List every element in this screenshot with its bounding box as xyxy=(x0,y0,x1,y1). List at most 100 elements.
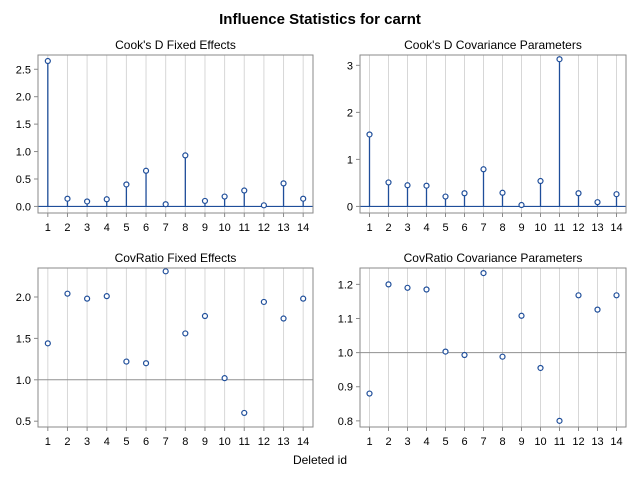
data-point xyxy=(142,360,150,367)
y-tick-label: 0 xyxy=(347,201,353,213)
data-point xyxy=(123,181,130,188)
x-tick-label: 13 xyxy=(591,436,603,448)
x-tick-label: 7 xyxy=(480,436,486,448)
data-point xyxy=(280,180,287,187)
panel-title: CovRatio Covariance Parameters xyxy=(404,251,583,265)
main-title: Influence Statistics for carnt xyxy=(219,11,421,28)
data-point xyxy=(182,330,189,337)
x-tick-label: 6 xyxy=(461,436,467,448)
data-point xyxy=(613,191,620,198)
x-tick-label: 7 xyxy=(480,222,486,234)
data-point xyxy=(241,187,248,194)
data-point xyxy=(385,281,392,288)
x-tick-label: 14 xyxy=(610,222,622,234)
panel-4: CovRatio Covariance Parameters 0.8 0.9 1.0 1… xyxy=(338,251,627,448)
x-tick-label: 8 xyxy=(182,222,188,234)
y-tick-label: 2.5 xyxy=(16,64,31,76)
x-tick-label: 2 xyxy=(385,222,391,234)
data-point xyxy=(221,375,228,382)
x-tick-label: 4 xyxy=(104,436,110,448)
y-tick-label: 2 xyxy=(347,107,353,119)
x-tick-label: 12 xyxy=(258,222,270,234)
data-point xyxy=(103,293,110,300)
x-tick-label: 5 xyxy=(123,222,129,234)
data-point xyxy=(103,196,110,203)
x-tick-label: 8 xyxy=(182,436,188,448)
x-tick-label: 11 xyxy=(239,222,250,234)
data-point xyxy=(518,201,525,209)
x-tick-label: 4 xyxy=(104,222,110,234)
data-point xyxy=(613,292,620,299)
y-tick-label: 0.5 xyxy=(16,174,31,186)
y-tick-label: 1.5 xyxy=(16,333,31,345)
data-point xyxy=(300,195,307,202)
data-point xyxy=(84,295,91,302)
x-tick-label: 2 xyxy=(64,436,70,448)
x-tick-label: 6 xyxy=(461,222,467,234)
x-tick-label: 11 xyxy=(554,222,565,234)
data-point xyxy=(537,364,544,372)
x-tick-label: 10 xyxy=(218,436,230,448)
x-tick-label: 4 xyxy=(423,222,429,234)
plot-frame xyxy=(37,54,314,214)
data-point xyxy=(201,197,209,205)
data-point xyxy=(260,298,267,306)
x-tick-label: 5 xyxy=(123,436,129,448)
data-point xyxy=(423,182,430,189)
x-tick-label: 8 xyxy=(499,436,505,448)
x-tick-label: 11 xyxy=(239,436,250,448)
x-tick-label: 6 xyxy=(143,222,149,234)
x-tick-label: 3 xyxy=(84,436,90,448)
y-tick-label: 2.0 xyxy=(16,92,31,104)
plot-frame xyxy=(37,267,314,428)
plot-frame xyxy=(359,54,627,214)
y-tick-label: 0.9 xyxy=(338,382,353,394)
x-tick-label: 12 xyxy=(572,222,584,234)
y-tick-label: 1 xyxy=(347,154,353,166)
data-point xyxy=(123,358,130,365)
x-tick-label: 9 xyxy=(202,222,208,234)
data-point xyxy=(499,189,506,196)
data-point xyxy=(442,348,449,355)
y-tick-label: 1.0 xyxy=(16,147,31,159)
x-tick-label: 10 xyxy=(534,222,546,234)
x-tick-label: 9 xyxy=(202,436,208,448)
x-tick-label: 14 xyxy=(297,222,309,234)
data-point xyxy=(537,177,544,185)
data-point xyxy=(594,199,601,206)
x-tick-label: 1 xyxy=(45,436,51,448)
x-tick-label: 3 xyxy=(84,222,90,234)
x-tick-label: 10 xyxy=(534,436,546,448)
y-tick-label: 2.0 xyxy=(16,292,31,304)
x-tick-label: 12 xyxy=(258,436,270,448)
x-tick-label: 3 xyxy=(404,436,410,448)
data-point xyxy=(366,390,373,397)
data-point xyxy=(142,167,150,174)
x-tick-label: 4 xyxy=(423,436,429,448)
x-tick-label: 12 xyxy=(572,436,584,448)
data-point xyxy=(260,202,267,209)
data-point xyxy=(461,351,468,359)
data-point xyxy=(480,270,487,277)
data-point xyxy=(64,290,71,297)
x-tick-label: 8 xyxy=(499,222,505,234)
y-tick-label: 1.0 xyxy=(338,348,353,360)
data-point xyxy=(241,409,248,417)
panel-1: Cook's D Fixed Effects 0.0 0.5 1.0 1.5 2.0 2.5… xyxy=(16,38,314,234)
y-tick-label: 3 xyxy=(347,60,353,72)
data-point xyxy=(461,190,468,197)
plot-frame xyxy=(359,267,627,428)
data-point xyxy=(162,268,169,275)
data-point xyxy=(44,340,51,347)
x-tick-label: 9 xyxy=(518,222,524,234)
x-tick-label: 14 xyxy=(297,436,309,448)
data-point xyxy=(44,57,51,65)
x-tick-label: 10 xyxy=(218,222,230,234)
panel-title: Cook's D Covariance Parameters xyxy=(404,38,582,52)
data-point xyxy=(300,295,307,302)
x-tick-label: 14 xyxy=(610,436,622,448)
x-tick-label: 7 xyxy=(163,436,169,448)
